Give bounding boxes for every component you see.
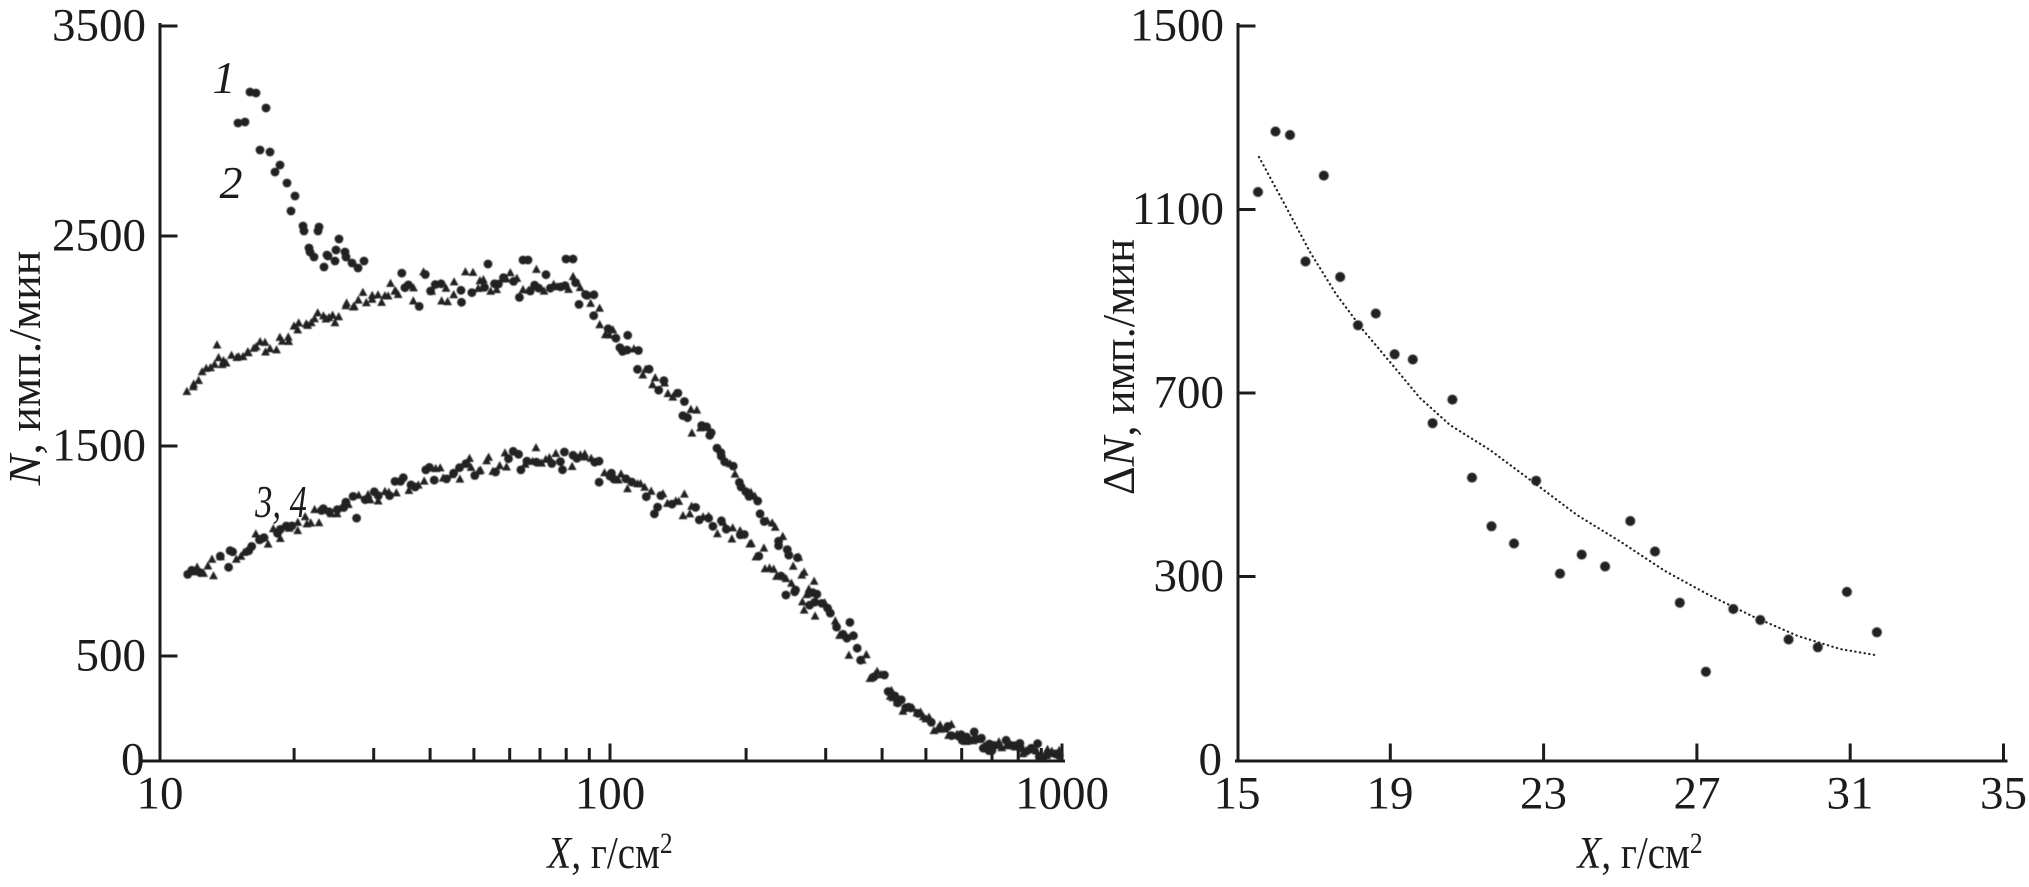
svg-text:15: 15: [1214, 768, 1261, 820]
svg-text:19: 19: [1367, 768, 1414, 820]
svg-text:500: 500: [76, 630, 147, 682]
svg-text:35: 35: [1980, 768, 2027, 820]
svg-text:23: 23: [1520, 768, 1567, 820]
svg-text:700: 700: [1154, 367, 1225, 419]
svg-text:3500: 3500: [52, 0, 146, 52]
svg-text:27: 27: [1674, 768, 1721, 820]
svg-text:X, г/см2: X, г/см2: [546, 827, 673, 879]
svg-text:1100: 1100: [1132, 183, 1224, 235]
svg-text:31: 31: [1827, 768, 1874, 820]
svg-text:0: 0: [121, 734, 145, 786]
svg-text:3, 4: 3, 4: [254, 476, 307, 527]
svg-text:1: 1: [213, 52, 236, 103]
svg-text:1500: 1500: [52, 420, 146, 472]
svg-text:0: 0: [1199, 734, 1223, 786]
svg-text:1500: 1500: [1130, 0, 1224, 52]
svg-text:X, г/см2: X, г/см2: [1576, 827, 1703, 879]
svg-text:ΔN, имп./мин: ΔN, имп./мин: [1093, 239, 1144, 495]
svg-text:100: 100: [575, 768, 646, 820]
svg-text:10: 10: [137, 768, 184, 820]
svg-text:N, имп./мин: N, имп./мин: [0, 251, 50, 487]
svg-text:2: 2: [220, 157, 243, 208]
svg-text:2500: 2500: [52, 210, 146, 262]
svg-text:1000: 1000: [1015, 768, 1109, 820]
svg-text:300: 300: [1154, 550, 1225, 602]
